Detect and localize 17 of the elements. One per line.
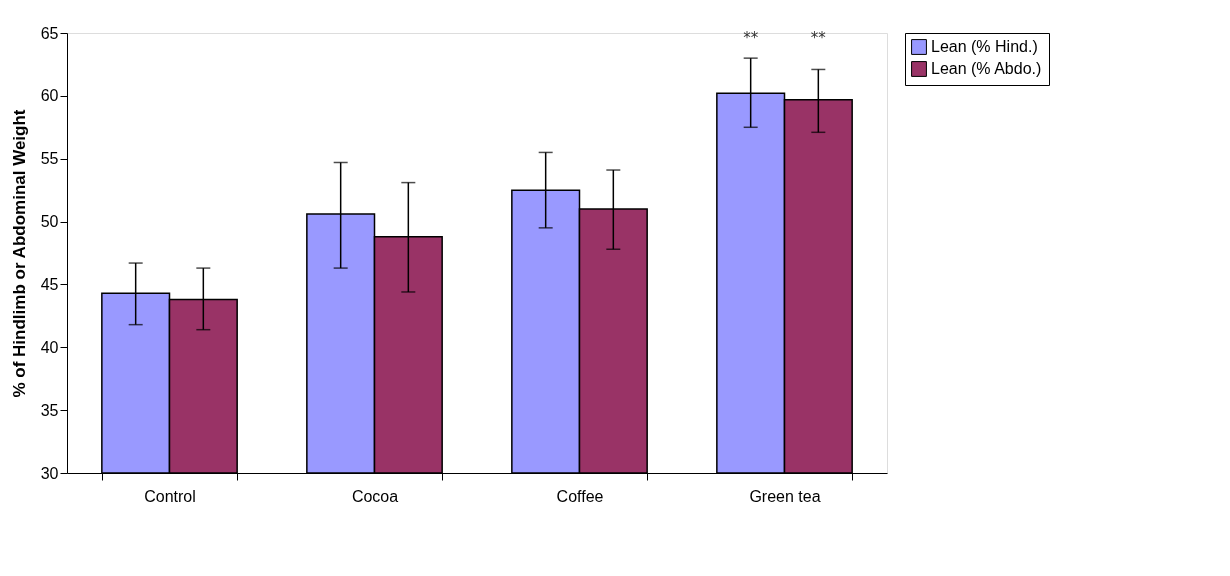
y-axis-title: % of Hindlimb or Abdominal Weight [9, 109, 29, 398]
y-tick-label: 55 [40, 150, 59, 168]
y-tick-label: 40 [40, 338, 59, 356]
y-tick-label: 50 [40, 213, 59, 231]
x-tick-label: Coffee [556, 487, 604, 505]
annotation: ** [810, 29, 827, 47]
x-tick-label: Cocoa [351, 487, 399, 505]
y-tick-label: 35 [40, 401, 59, 419]
y-tick-label: 45 [40, 275, 59, 293]
y-tick-label: 65 [40, 24, 59, 42]
legend-label: Lean (% Hind.) [931, 38, 1038, 55]
x-tick-label: Green tea [749, 487, 821, 505]
legend-label: Lean (% Abdo.) [931, 60, 1042, 77]
x-tick-label: Control [144, 487, 196, 505]
y-tick-label: 60 [40, 87, 59, 105]
y-tick-label: 30 [40, 464, 59, 482]
annotation: ** [743, 29, 759, 47]
